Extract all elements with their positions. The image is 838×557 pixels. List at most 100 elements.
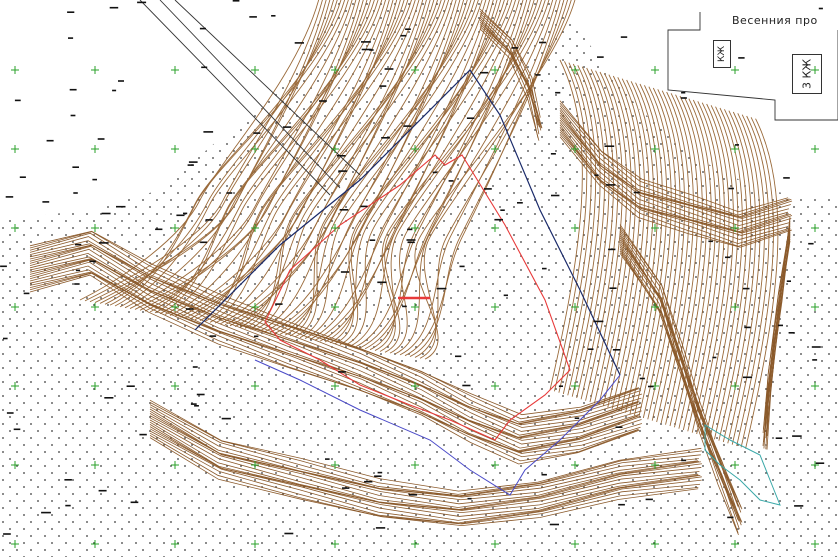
- contour-line: [705, 106, 739, 437]
- benchmark-tick: [6, 412, 14, 414]
- dense-contour: [29, 240, 643, 425]
- dense-contour: [479, 28, 540, 141]
- benchmark-tick: [64, 479, 72, 481]
- contour-line: [549, 59, 583, 391]
- benchmark-tick: [196, 393, 205, 396]
- benchmark-tick: [284, 532, 294, 535]
- benchmark-tick: [361, 41, 371, 43]
- benchmark-tick: [400, 34, 407, 37]
- benchmark-tick: [587, 348, 594, 350]
- benchmark-tick: [403, 125, 412, 127]
- benchmark-tick: [41, 511, 51, 514]
- benchmark-tick: [535, 74, 541, 76]
- benchmark-tick: [574, 417, 580, 419]
- contour-line: [339, 0, 513, 345]
- dense-contour: [29, 271, 641, 454]
- benchmark-tick: [226, 192, 233, 194]
- dense-contour: [29, 252, 642, 439]
- benchmark-tick: [209, 335, 217, 337]
- contour-line: [129, 0, 357, 309]
- benchmark-tick: [176, 214, 185, 217]
- benchmark-tick: [42, 201, 50, 203]
- dense-contour: [559, 119, 791, 233]
- contour-line: [709, 107, 743, 439]
- outer-boundary: [194, 69, 621, 376]
- benchmark-tick: [639, 377, 645, 380]
- contour-line: [722, 111, 757, 443]
- benchmark-tick: [294, 42, 304, 44]
- benchmark-tick: [612, 349, 621, 351]
- contour-line: [399, 0, 557, 356]
- contour-line: [119, 0, 349, 308]
- dense-contour: [559, 136, 792, 248]
- benchmark-tick: [494, 218, 503, 221]
- dense-contour: [479, 26, 539, 139]
- benchmark-tick: [549, 523, 559, 526]
- benchmark-tick: [409, 494, 418, 496]
- benchmark-tick: [448, 180, 454, 182]
- benchmark-tick: [338, 170, 348, 172]
- benchmark-tick: [374, 475, 382, 477]
- contour-line: [254, 0, 449, 331]
- dense-contour: [559, 102, 790, 216]
- contour-line: [736, 115, 770, 447]
- benchmark-tick: [818, 7, 823, 10]
- contour-line: [299, 0, 483, 339]
- benchmark-tick: [379, 85, 387, 87]
- contour-line: [714, 109, 748, 440]
- contour-line: [209, 0, 416, 323]
- benchmark-tick: [109, 6, 119, 9]
- contour-line: [249, 0, 446, 330]
- contour-line: [602, 75, 637, 407]
- benchmark-tick: [455, 355, 462, 358]
- building-block: [667, 12, 838, 121]
- benchmark-tick: [725, 256, 731, 259]
- dense-contour: [149, 437, 699, 527]
- contour-line: [656, 91, 690, 423]
- benchmark-tick: [402, 305, 407, 308]
- benchmark-tick: [618, 503, 625, 506]
- contour-line: [204, 0, 412, 322]
- benchmark-tick: [199, 27, 206, 30]
- dense-contour: [149, 430, 702, 524]
- benchmark-tick: [221, 417, 231, 420]
- contour-line: [359, 0, 528, 349]
- benchmark-tick: [23, 292, 30, 295]
- dense-contour: [559, 107, 793, 218]
- dense-contour: [149, 406, 699, 497]
- benchmark-tick: [99, 242, 109, 244]
- contour-line: [174, 0, 390, 317]
- benchmark-tick: [786, 280, 791, 282]
- outer-boundary-lower: [254, 359, 621, 496]
- benchmark-tick: [89, 260, 96, 263]
- benchmark-tick: [3, 337, 8, 340]
- benchmark-tick: [648, 385, 654, 388]
- benchmark-tick: [338, 371, 346, 373]
- benchmark-tick: [680, 97, 687, 99]
- benchmark-tick: [360, 205, 368, 208]
- benchmark-tick: [97, 138, 105, 140]
- contour-line: [629, 83, 663, 415]
- street-label: Весенния про: [732, 14, 818, 27]
- contour-line: [585, 70, 619, 401]
- contour-line: [740, 117, 774, 448]
- dense-contour: [29, 258, 641, 441]
- benchmark-tick: [188, 161, 198, 163]
- benchmark-tick: [377, 281, 387, 284]
- benchmark-tick: [339, 209, 349, 211]
- dense-contour: [479, 24, 540, 135]
- benchmark-tick: [633, 191, 640, 194]
- benchmark-tick: [406, 239, 416, 241]
- contour-line: [414, 0, 576, 360]
- contour-line: [660, 93, 694, 424]
- contour-line: [562, 63, 597, 395]
- benchmark-tick: [734, 144, 739, 146]
- benchmark-tick: [604, 145, 615, 147]
- benchmark-tick: [369, 239, 376, 241]
- contour-line: [674, 97, 708, 428]
- benchmark-tick: [282, 126, 292, 128]
- benchmark-tick: [511, 47, 519, 49]
- contour-line: [589, 71, 623, 403]
- building-label-2: 3 КЖ: [792, 54, 822, 94]
